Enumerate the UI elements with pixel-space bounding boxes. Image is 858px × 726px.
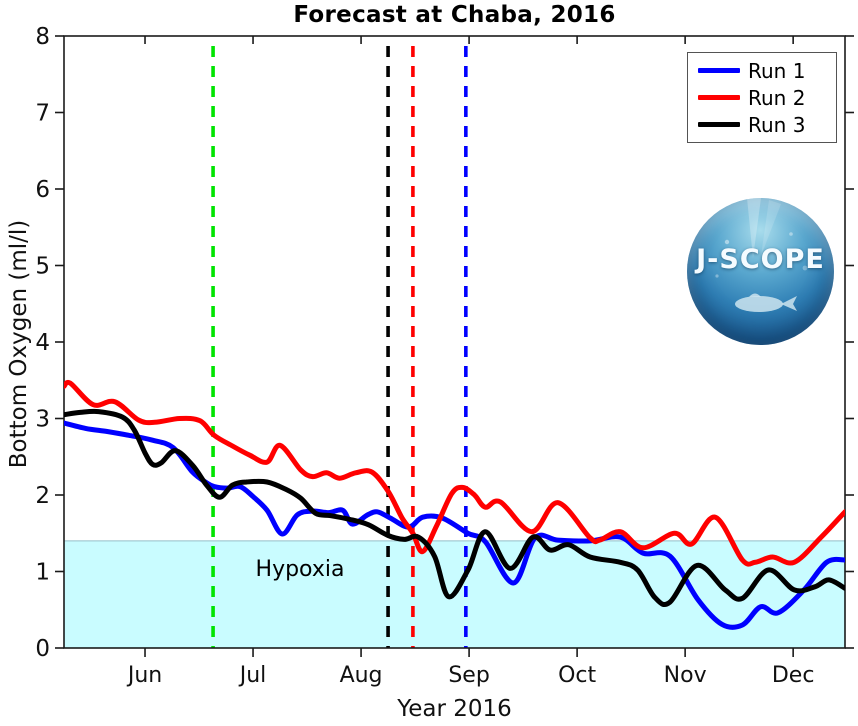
legend-label-run2: Run 2 — [748, 85, 806, 110]
series-run3 — [64, 408, 845, 607]
legend-item-run1: Run 1 — [688, 61, 836, 81]
x-tick-label: Jul — [238, 663, 267, 688]
jscope-logo: J-SCOPE — [687, 198, 834, 345]
legend-box: Run 1 Run 2 Run 3 — [687, 52, 837, 143]
legend-item-run3: Run 3 — [688, 115, 836, 135]
jscope-logo-text: J-SCOPE — [696, 244, 825, 275]
y-tick-label: 6 — [35, 177, 50, 203]
x-tick-label: Oct — [558, 663, 596, 688]
run2-line-swatch — [698, 95, 740, 100]
run3-line-swatch — [698, 122, 740, 127]
hypoxia-region-label: Hypoxia — [255, 557, 345, 582]
fish-icon — [735, 293, 797, 312]
x-tick-label: Dec — [772, 663, 815, 688]
y-tick-label: 4 — [35, 330, 50, 356]
legend-item-run2: Run 2 — [688, 88, 836, 108]
y-tick-label: 1 — [35, 560, 50, 586]
y-tick-label: 3 — [35, 407, 50, 433]
series-run2 — [64, 379, 845, 567]
x-tick-label: Nov — [664, 663, 707, 688]
x-axis-label: Year 2016 — [397, 696, 512, 722]
legend-label-run1: Run 1 — [748, 58, 806, 83]
x-tick-label: Aug — [340, 663, 383, 688]
jscope-logo-art — [715, 198, 808, 312]
x-tick-label: Sep — [448, 663, 489, 688]
legend-label-run3: Run 3 — [748, 112, 806, 137]
y-tick-label: 8 — [35, 24, 50, 50]
y-axis-label: Bottom Oxygen (ml/l) — [6, 219, 32, 469]
y-tick-label: 0 — [35, 636, 50, 662]
run1-line-swatch — [698, 68, 740, 73]
chart-title: Forecast at Chaba, 2016 — [293, 2, 616, 28]
y-tick-label: 7 — [35, 101, 50, 127]
x-tick-label: Jun — [126, 663, 162, 688]
y-tick-label: 2 — [35, 483, 50, 509]
y-tick-label: 5 — [35, 254, 50, 280]
